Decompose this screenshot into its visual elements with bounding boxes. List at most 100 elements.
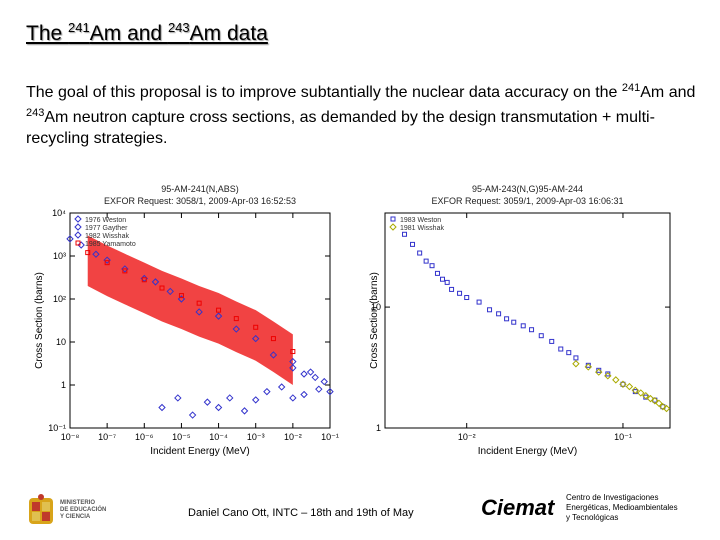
data-point-3 (253, 324, 259, 330)
data-point-3 (233, 316, 239, 322)
data-point-0 (487, 307, 493, 313)
data-point-0 (549, 338, 555, 344)
data-point-0 (306, 368, 315, 376)
y-axis-label: Cross Section (barns) (34, 272, 45, 369)
data-point-0 (151, 278, 160, 286)
data-point-1 (612, 376, 620, 384)
data-point-2 (320, 377, 328, 386)
data-point-0 (504, 316, 510, 322)
data-point-1 (263, 387, 271, 396)
data-point-0 (476, 299, 482, 305)
slide-title: The 241Am and 243Am data (26, 20, 268, 45)
legend-label: 1983 Weston (400, 217, 441, 224)
data-point-1 (572, 360, 580, 368)
data-point-1 (642, 391, 650, 400)
data-point-1 (158, 403, 166, 412)
data-point-1 (277, 383, 286, 391)
data-point-0 (434, 270, 440, 276)
data-point-0 (252, 334, 260, 343)
data-point-0 (195, 308, 203, 316)
x-tick-label: 10⁻¹ (614, 432, 632, 442)
x-tick-label: 10⁻² (284, 432, 302, 442)
data-point-3 (122, 268, 128, 274)
data-point-3 (178, 293, 184, 299)
x-axis-label: Incident Energy (MeV) (150, 446, 250, 457)
data-point-0 (620, 381, 626, 387)
x-tick-label: 10⁻⁸ (61, 432, 80, 442)
x-tick-label: 10⁻⁶ (135, 432, 154, 442)
data-point-1 (214, 403, 223, 412)
footer-author: Daniel Cano Ott, INTC – 18th and 19th of… (188, 507, 414, 519)
data-point-0 (232, 325, 241, 333)
y-tick-label: 10 (371, 302, 381, 312)
x-tick-label: 10⁻¹ (321, 432, 339, 442)
legend-label: 1982 Wisshak (85, 233, 129, 240)
y-tick-label: 10⁴ (52, 208, 66, 218)
data-point-0 (511, 319, 517, 325)
data-point-1 (637, 389, 645, 397)
x-tick-label: 10⁻⁵ (172, 432, 191, 442)
data-point-3 (141, 277, 147, 283)
am241-chart: 95-AM-241(N,ABS) EXFOR Request: 3058/1, 2… (34, 184, 339, 457)
data-point-3 (85, 250, 91, 256)
data-point-1 (659, 403, 667, 411)
chart-subtitle: EXFOR Request: 3058/1, 2009-Apr-03 16:52… (104, 196, 296, 206)
data-point-0 (449, 286, 455, 292)
data-point-1 (646, 394, 655, 403)
legend-label: 1981 Wisshak (400, 225, 444, 232)
data-point-2 (311, 373, 319, 382)
legend-marker (74, 231, 82, 239)
data-point-0 (558, 346, 564, 352)
data-point-0 (496, 311, 502, 317)
data-point-0 (121, 265, 129, 273)
data-point-1 (300, 390, 308, 399)
data-point-0 (529, 327, 535, 333)
data-point-0 (410, 241, 416, 247)
legend-label: 1977 Gayther (85, 225, 128, 232)
ciemat-logo: Ciemat (481, 495, 555, 520)
y-tick-label: 10⁻¹ (48, 423, 66, 433)
data-point-0 (402, 231, 408, 237)
data-point-1 (595, 368, 603, 376)
ministry-logo-text: MINISTERIO DE EDUCACIÓN Y CIENCIA (60, 500, 107, 520)
data-point-3 (104, 260, 110, 266)
legend-marker (74, 223, 82, 231)
data-point-1 (662, 404, 671, 413)
yamamoto-resonance-band (87, 235, 293, 385)
data-point-0 (464, 295, 470, 301)
y-tick-label: 10² (53, 294, 66, 304)
y-tick-label: 1 (61, 380, 66, 390)
data-point-0 (269, 351, 278, 359)
data-point-0 (605, 371, 611, 377)
data-point-1 (619, 380, 627, 388)
ciemat-subtitle: Centro de Investigaciones Energéticas, M… (566, 493, 678, 522)
data-point-0 (66, 235, 74, 243)
data-point-0 (439, 276, 445, 282)
y-axis-label: Cross Section (barns) (369, 272, 380, 369)
data-point-1 (631, 386, 640, 395)
data-point-1 (625, 382, 634, 391)
data-point-2 (289, 364, 297, 372)
x-tick-label: 10⁻³ (247, 432, 265, 442)
data-point-0 (566, 350, 572, 356)
data-point-0 (457, 290, 463, 296)
legend-marker (75, 240, 81, 246)
data-point-1 (226, 394, 234, 402)
data-point-0 (77, 241, 85, 249)
data-point-0 (103, 256, 111, 264)
data-point-1 (203, 398, 212, 406)
data-point-1 (655, 399, 663, 408)
chart-title: 95-AM-241(N,ABS) (161, 184, 239, 194)
data-point-1 (315, 385, 323, 393)
data-point-0 (538, 333, 544, 339)
spain-coat-of-arms-logo (29, 494, 53, 524)
data-point-3 (290, 349, 296, 355)
chart-subtitle: EXFOR Request: 3059/1, 2009-Apr-03 16:06… (431, 196, 623, 206)
legend-marker (390, 216, 396, 222)
legend-label: 1985 Yamamoto (85, 241, 136, 248)
y-tick-label: 10 (56, 337, 66, 347)
data-point-0 (573, 355, 579, 361)
plot-frame (69, 212, 331, 429)
data-point-1 (240, 407, 249, 415)
legend-label: 1976 Weston (85, 217, 126, 224)
